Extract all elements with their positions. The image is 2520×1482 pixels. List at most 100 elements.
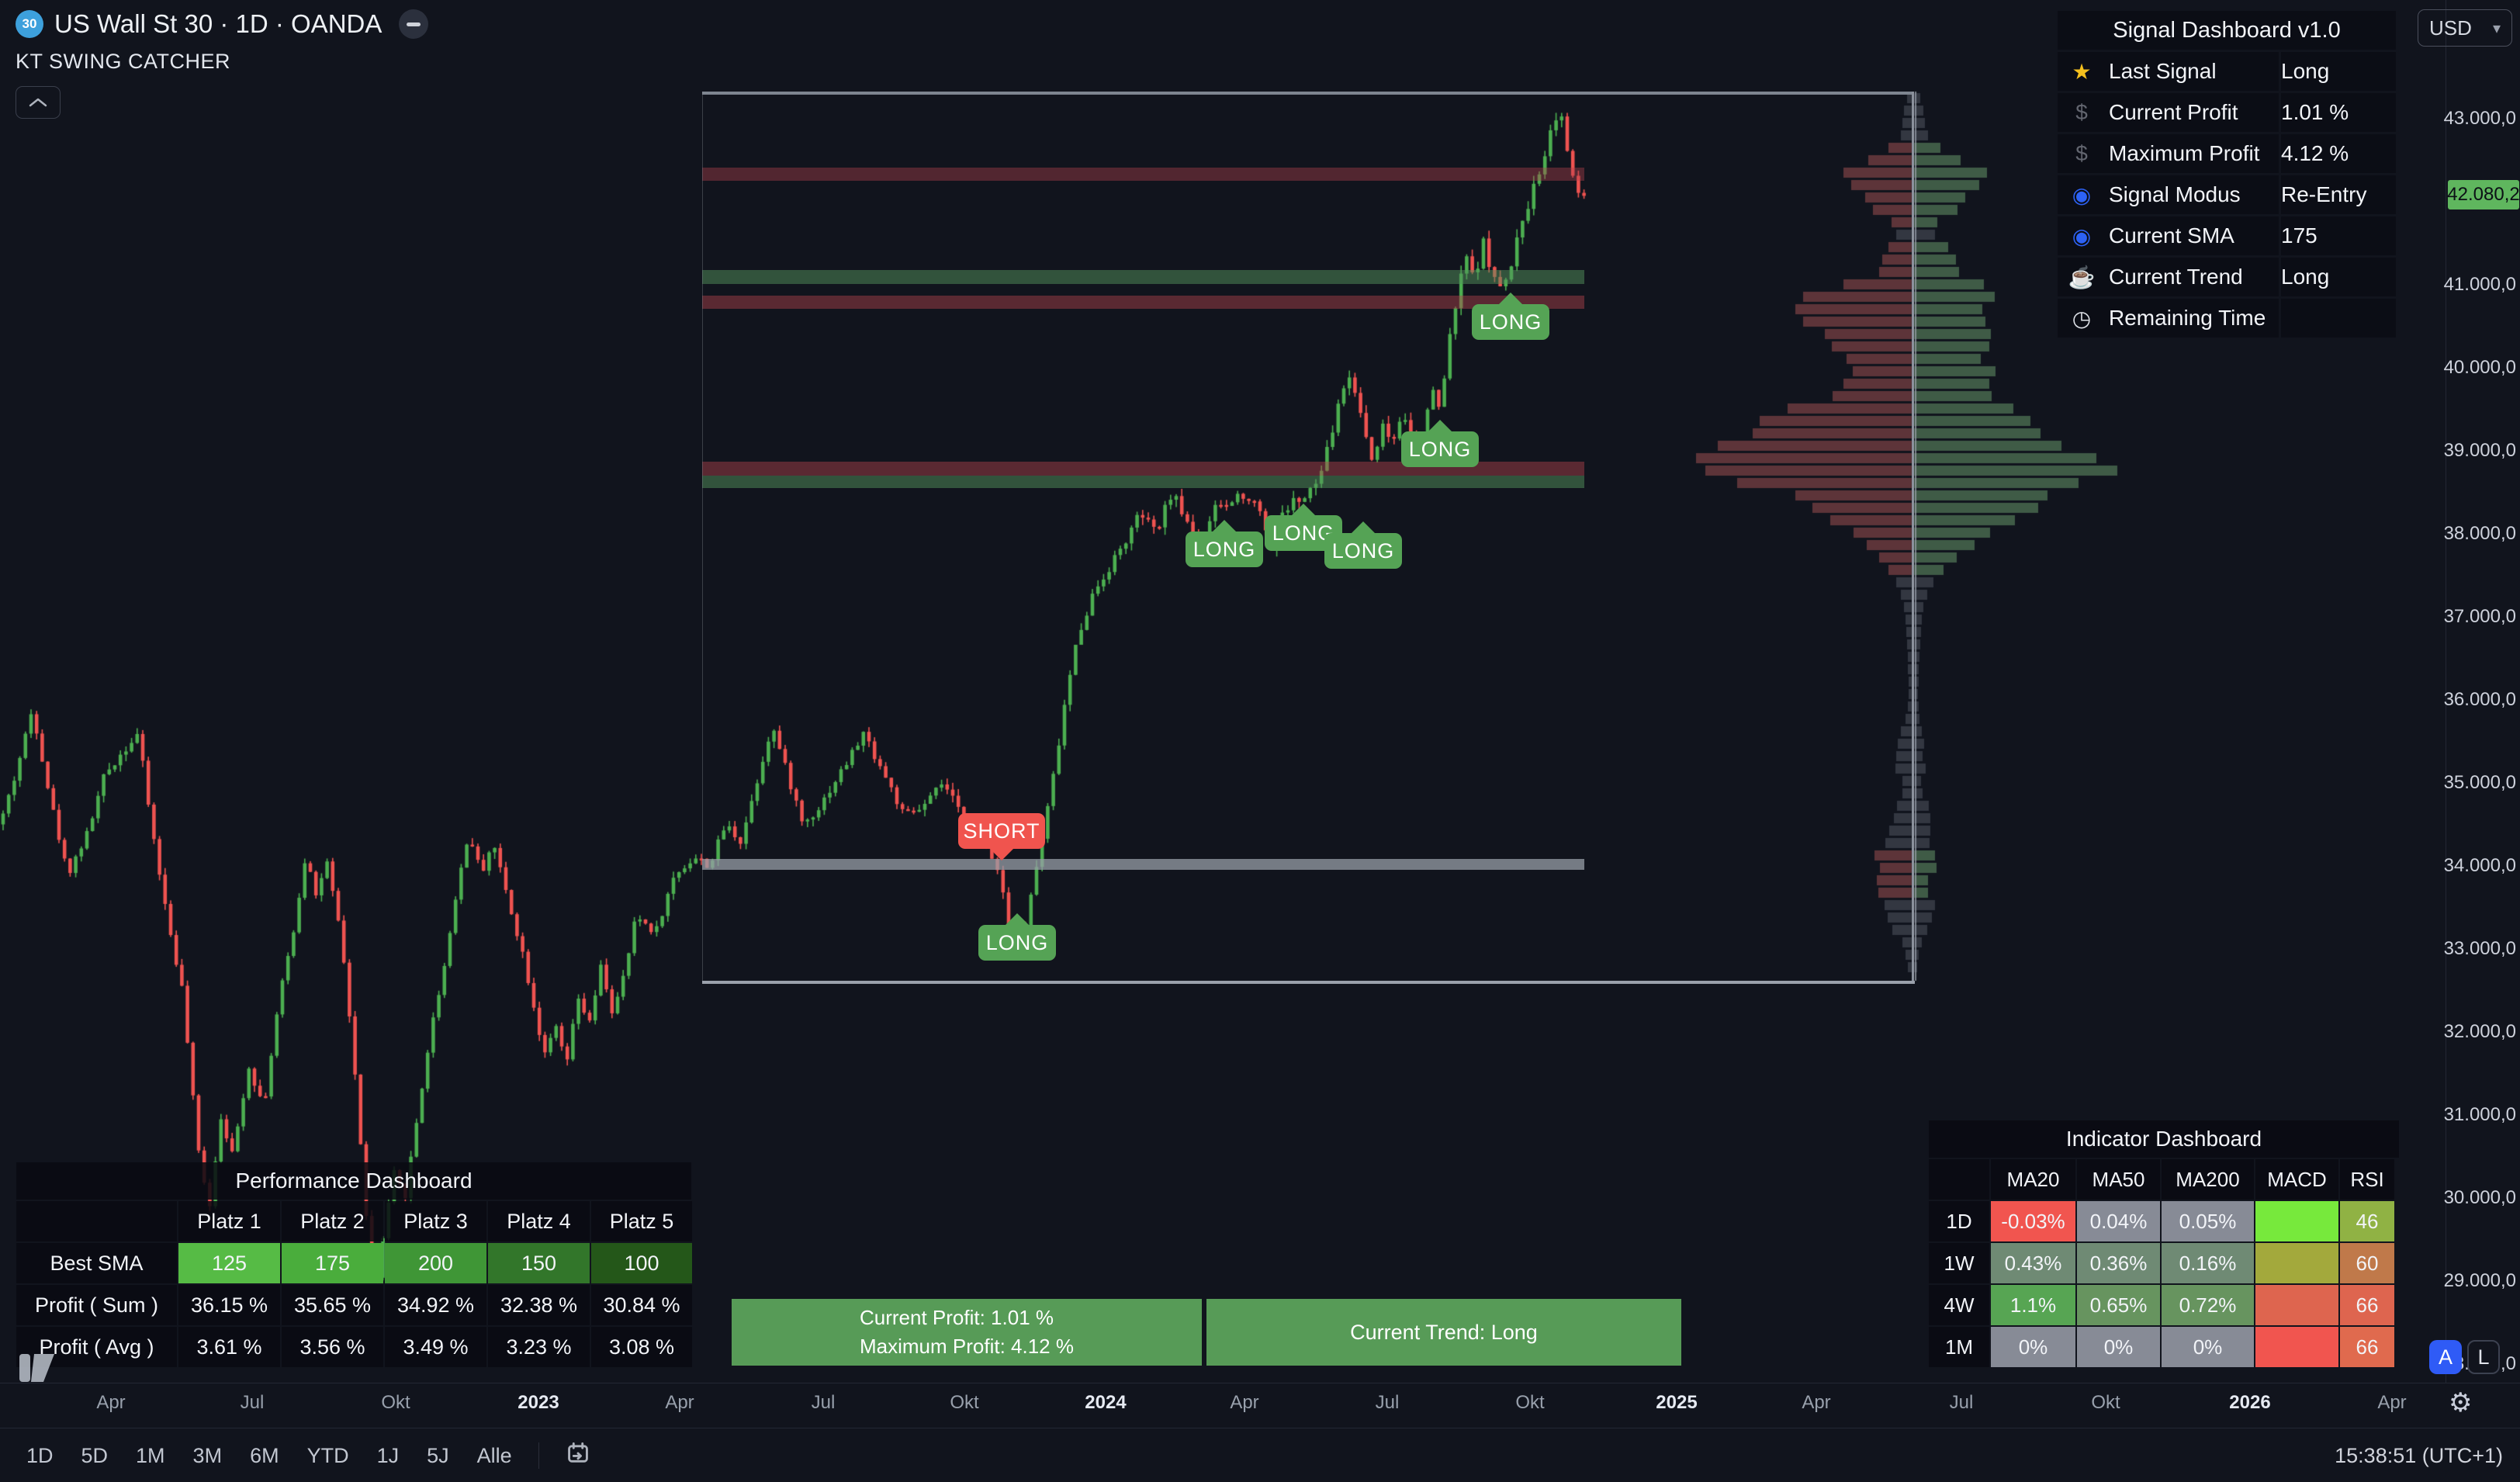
indicator-row-label: 1M — [1929, 1327, 1989, 1367]
perf-row-label: Best SMA — [16, 1243, 177, 1283]
price-tick: 31.000,0 — [2443, 1104, 2516, 1125]
symbol-title[interactable]: US Wall St 30 · 1D · OANDA — [54, 9, 382, 38]
perf-value-cell: 100 — [591, 1243, 692, 1283]
perf-value-cell: 32.38 % — [488, 1285, 590, 1325]
perf-header-cell — [16, 1201, 177, 1241]
indicator-value-cell: 66 — [2340, 1327, 2394, 1367]
log-scale-button[interactable]: L — [2467, 1340, 2500, 1374]
range-button-5d[interactable]: 5D — [81, 1443, 109, 1467]
time-tick: Okt — [950, 1392, 979, 1413]
time-tick: 2026 — [2229, 1392, 2271, 1413]
price-tick: 40.000,0 — [2443, 357, 2516, 378]
range-button-alle[interactable]: Alle — [476, 1443, 512, 1467]
symbol-logo: 30 — [16, 10, 43, 38]
perf-value-cell: 3.08 % — [591, 1327, 692, 1367]
signal-row-label: Signal Modus — [2109, 182, 2241, 206]
perf-value-cell: 30.84 % — [591, 1285, 692, 1325]
auto-scale-button[interactable]: A — [2429, 1340, 2462, 1374]
tradingview-logo — [19, 1347, 64, 1391]
performance-dashboard-panel: Performance Dashboard Platz 1 Platz 2 Plat… — [16, 1162, 692, 1367]
price-zone — [702, 476, 1584, 488]
gear-icon[interactable]: ⚙ — [2449, 1388, 2473, 1418]
time-tick: 2023 — [518, 1392, 559, 1413]
short-signal-label: SHORT — [958, 813, 1045, 860]
range-button-6m[interactable]: 6M — [250, 1443, 279, 1467]
range-button-1j[interactable]: 1J — [376, 1443, 400, 1467]
indicator-value-cell: 0.05% — [2162, 1201, 2254, 1241]
indicator-header-cell: MACD — [2255, 1159, 2338, 1200]
indicator-value-cell — [2255, 1201, 2338, 1241]
signal-row: ☕ Current Trend Long — [2058, 258, 2396, 296]
go-to-date-button[interactable] — [552, 1436, 604, 1476]
calendar-icon — [567, 1442, 588, 1463]
indicator-dashboard-title: Indicator Dashboard — [1929, 1120, 2399, 1158]
price-tick: 35.000,0 — [2443, 772, 2516, 793]
range-button-ytd[interactable]: YTD — [306, 1443, 349, 1467]
time-tick: Jul — [811, 1392, 836, 1413]
price-tick: 30.000,0 — [2443, 1187, 2516, 1208]
time-tick: Okt — [381, 1392, 410, 1413]
perf-value-cell: 36.15 % — [178, 1285, 280, 1325]
price-axis[interactable]: 43.000,0 41.000,0 40.000,0 39.000,0 38.000,0… — [2443, 0, 2520, 1383]
range-button-3m[interactable]: 3M — [192, 1443, 223, 1467]
perf-value-cell: 150 — [488, 1243, 590, 1283]
maximum-profit-text: Maximum Profit: 4.12 % — [860, 1335, 1074, 1358]
current-trend-text: Current Trend: Long — [1350, 1320, 1538, 1344]
price-tick: 33.000,0 — [2443, 938, 2516, 959]
range-box-edge — [702, 92, 703, 981]
currency-dropdown[interactable]: USD ▾ — [2418, 9, 2512, 47]
collapse-legend-button[interactable] — [16, 86, 61, 119]
time-tick: Okt — [2091, 1392, 2120, 1413]
dollar-icon: $ — [2075, 100, 2088, 124]
star-icon: ★ — [2072, 59, 2092, 84]
clock-time[interactable]: 15:38:51 (UTC+1) — [2335, 1443, 2503, 1467]
indicator-value-cell: 0% — [1991, 1327, 2075, 1367]
range-button-5j[interactable]: 5J — [427, 1443, 449, 1467]
bottom-toolbar: 1D 5D 1M 3M 6M YTD 1J 5J Alle 15:38:51 (UTC+1) — [0, 1428, 2520, 1482]
perf-header-cell: Platz 3 — [385, 1201, 486, 1241]
signal-row: ◷ Remaining Time — [2058, 299, 2396, 338]
spiral-icon: ◉ — [2072, 182, 2092, 207]
signal-row: $ Current Profit 1.01 % — [2058, 93, 2396, 132]
price-zone — [702, 859, 1584, 870]
perf-value-cell: 3.56 % — [282, 1327, 383, 1367]
time-tick: 2024 — [1085, 1392, 1127, 1413]
perf-value-cell: 3.23 % — [488, 1327, 590, 1367]
indicator-value-cell: 1.1% — [1991, 1285, 2075, 1325]
range-button-1d[interactable]: 1D — [26, 1443, 54, 1467]
perf-header-cell: Platz 1 — [178, 1201, 280, 1241]
perf-value-cell: 34.92 % — [385, 1285, 486, 1325]
signal-row-label: Remaining Time — [2109, 306, 2266, 330]
price-tick: 38.000,0 — [2443, 523, 2516, 544]
signal-dashboard-title: Signal Dashboard v1.0 — [2058, 11, 2396, 50]
coffee-icon: ☕ — [2068, 265, 2096, 289]
time-tick: Apr — [1802, 1392, 1831, 1413]
range-button-1m[interactable]: 1M — [136, 1443, 165, 1467]
price-tick: 32.000,0 — [2443, 1021, 2516, 1042]
indicator-value-cell — [2255, 1327, 2338, 1367]
time-axis[interactable]: Apr Jul Okt 2023 Apr Jul Okt 2024 Apr Jul Okt 2025 A… — [0, 1383, 2520, 1428]
hide-indicator-icon[interactable] — [399, 9, 429, 39]
signal-row-value: 1.01 % — [2281, 93, 2396, 132]
time-tick: Apr — [665, 1392, 694, 1413]
clock-icon: ◷ — [2072, 306, 2092, 331]
time-tick: Jul — [240, 1392, 265, 1413]
time-tick: Apr — [96, 1392, 126, 1413]
indicator-dashboard-panel: Indicator Dashboard MA20 MA50 MA200 MACD RSI… — [1929, 1120, 2399, 1367]
signal-row-value: 175 — [2281, 216, 2396, 255]
indicator-row-label: 4W — [1929, 1285, 1989, 1325]
range-box-edge — [702, 981, 1915, 984]
signal-row: ◉ Signal Modus Re-Entry — [2058, 175, 2396, 214]
chevron-down-icon: ▾ — [2492, 19, 2501, 37]
perf-header-cell: Platz 4 — [488, 1201, 590, 1241]
spiral-icon: ◉ — [2072, 223, 2092, 248]
indicator-header-cell: MA20 — [1991, 1159, 2075, 1200]
indicator-value-cell: 0% — [2162, 1327, 2254, 1367]
signal-row: $ Maximum Profit 4.12 % — [2058, 134, 2396, 173]
perf-header-cell: Platz 5 — [591, 1201, 692, 1241]
strategy-name[interactable]: KT SWING CATCHER — [16, 50, 231, 73]
time-tick: 2025 — [1656, 1392, 1698, 1413]
indicator-header-cell: RSI — [2340, 1159, 2394, 1200]
indicator-value-cell: 0.72% — [2162, 1285, 2254, 1325]
